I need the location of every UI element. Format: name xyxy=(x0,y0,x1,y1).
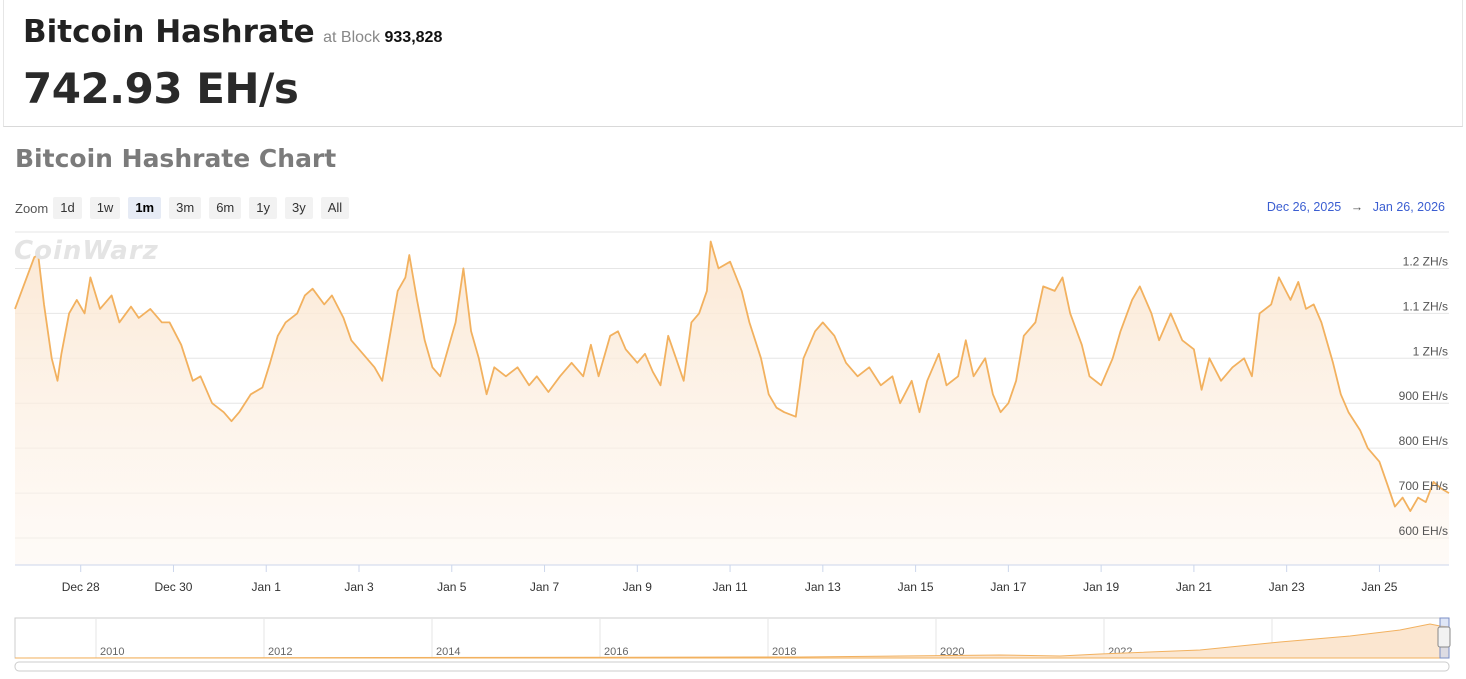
title-row: Bitcoin Hashrate at Block 933,828 xyxy=(23,14,442,50)
x-tick-label: Jan 3 xyxy=(344,580,374,594)
zoom-button-3y[interactable]: 3y xyxy=(284,197,313,219)
x-tick-label: Jan 9 xyxy=(623,580,653,594)
x-tick-label: Jan 7 xyxy=(530,580,560,594)
header: Bitcoin Hashrate at Block 933,828 742.93… xyxy=(3,0,1463,127)
y-tick-label: 800 EH/s xyxy=(1399,434,1448,448)
x-tick-label: Jan 17 xyxy=(990,580,1026,594)
navigator-year-label: 2014 xyxy=(436,646,460,658)
navigator-year-label: 2010 xyxy=(100,646,124,658)
x-tick-label: Dec 28 xyxy=(62,580,100,594)
zoom-button-1d[interactable]: 1d xyxy=(53,197,82,219)
zoom-controls: Zoom 1d 1w 1m 3m 6m 1y 3y All xyxy=(15,197,357,219)
navigator-year-label: 2018 xyxy=(772,646,796,658)
range-to-date[interactable]: Jan 26, 2026 xyxy=(1372,200,1445,214)
navigator-year-label: 2012 xyxy=(268,646,292,658)
x-tick-label: Jan 11 xyxy=(712,580,747,594)
at-block-label: at Block xyxy=(323,29,381,46)
y-tick-label: 600 EH/s xyxy=(1399,524,1448,538)
y-tick-label: 700 EH/s xyxy=(1399,479,1448,493)
date-range: Dec 26, 2025 → Jan 26, 2026 xyxy=(1267,200,1445,214)
coinwarz-watermark: CoinWarz xyxy=(14,236,159,266)
navigator-year-label: 2016 xyxy=(604,646,628,658)
zoom-button-3m[interactable]: 3m xyxy=(169,197,202,219)
zoom-button-all[interactable]: All xyxy=(320,197,350,219)
block-number: 933,828 xyxy=(384,29,443,46)
range-arrow-icon: → xyxy=(1350,200,1364,214)
x-tick-label: Jan 13 xyxy=(805,580,841,594)
x-axis: Dec 28 Dec 30 Jan 1 Jan 3 Jan 5 Jan 7 Jan 9 Jan… xyxy=(62,565,1398,594)
hashrate-chart[interactable]: 600 EH/s 700 EH/s 800 EH/s 900 EH/s 1 ZH/s 1.… xyxy=(0,228,1466,608)
y-tick-label: 1 ZH/s xyxy=(1413,344,1448,358)
x-tick-label: Dec 30 xyxy=(154,580,192,594)
y-axis: 600 EH/s 700 EH/s 800 EH/s 900 EH/s 1 ZH/s 1.… xyxy=(1399,254,1448,538)
series-area xyxy=(15,241,1449,565)
zoom-button-6m[interactable]: 6m xyxy=(209,197,242,219)
y-tick-label: 1.2 ZH/s xyxy=(1403,254,1448,268)
current-hashrate: 742.93 EH/s xyxy=(23,64,299,113)
navigator-handle[interactable] xyxy=(1437,626,1451,648)
x-tick-label: Jan 5 xyxy=(437,580,467,594)
y-tick-label: 1.1 ZH/s xyxy=(1403,299,1448,313)
zoom-button-1w[interactable]: 1w xyxy=(89,197,121,219)
zoom-button-1m[interactable]: 1m xyxy=(128,197,162,219)
zoom-label: Zoom xyxy=(15,200,49,216)
series-line xyxy=(14,240,1450,512)
page-title: Bitcoin Hashrate xyxy=(23,14,315,50)
x-tick-label: Jan 25 xyxy=(1361,580,1397,594)
x-tick-label: Jan 23 xyxy=(1269,580,1305,594)
x-tick-label: Jan 15 xyxy=(898,580,934,594)
y-tick-label: 900 EH/s xyxy=(1399,389,1448,403)
x-tick-label: Jan 21 xyxy=(1176,580,1212,594)
navigator-frame xyxy=(14,617,1450,659)
chart-title: Bitcoin Hashrate Chart xyxy=(15,144,337,173)
range-from-date[interactable]: Dec 26, 2025 xyxy=(1266,200,1342,214)
navigator-scrollbar[interactable] xyxy=(14,661,1450,672)
x-tick-label: Jan 19 xyxy=(1083,580,1119,594)
zoom-button-1y[interactable]: 1y xyxy=(249,197,277,219)
navigator[interactable]: 20102012201420162018202020222024 xyxy=(0,612,1466,676)
x-tick-label: Jan 1 xyxy=(252,580,282,594)
